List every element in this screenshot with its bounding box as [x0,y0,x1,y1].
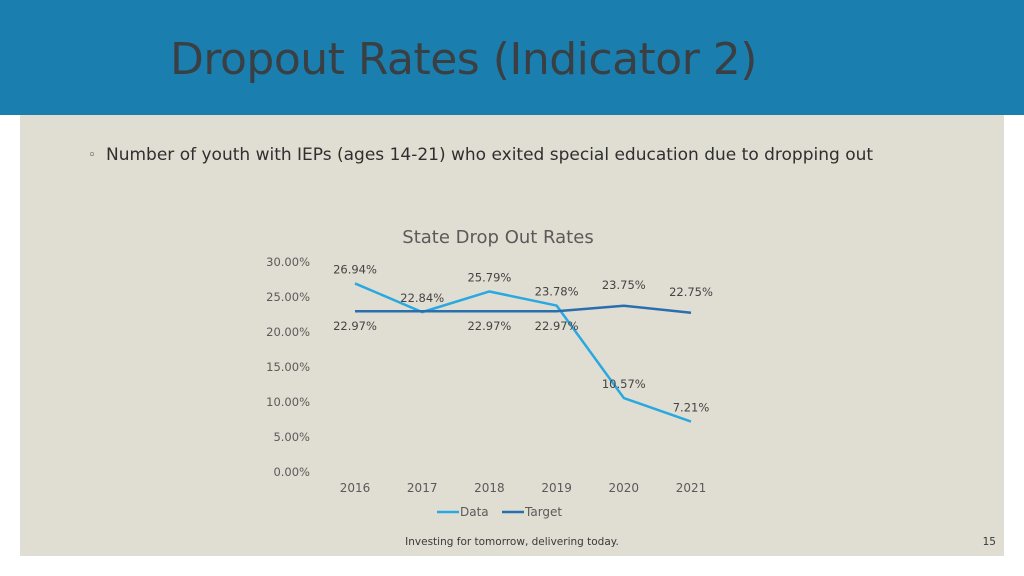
y-tick-label: 10.00% [266,395,310,409]
data-label: 10.57% [602,377,646,391]
y-tick-label: 25.00% [266,290,310,304]
target-label: 22.75% [669,285,713,299]
target-label: 22.97% [535,319,579,333]
x-tick-label: 2019 [541,481,572,495]
series-line-target [355,304,692,314]
target-label: 23.75% [602,278,646,292]
content-area [20,115,1004,556]
bullet-marker-icon: ◦ [88,148,96,163]
x-tick-label: 2016 [340,481,371,495]
chart-title: State Drop Out Rates [402,227,593,248]
footer-tagline: Investing for tomorrow, delivering today… [405,536,619,548]
y-tick-label: 5.00% [273,430,310,444]
chart-legend: Data Target [437,505,562,519]
x-tick-label: 2020 [609,481,640,495]
target-label: 22.97% [467,319,511,333]
data-label: 25.79% [467,270,511,284]
y-tick-label: 20.00% [266,325,310,339]
data-labels: 26.94% 22.84% 25.79% 23.78% 10.57% 7.21% 22.97… [333,262,713,414]
bullet-text: Number of youth with IEPs (ages 14-21) w… [106,145,874,165]
data-label: 7.21% [673,401,710,415]
slide-title: Dropout Rates (Indicator 2) [170,34,757,85]
y-tick-label: 0.00% [273,465,310,479]
data-label: 26.94% [333,262,377,276]
data-label: 22.84% [400,291,444,305]
series-line-data [354,282,692,423]
legend-label: Target [524,505,562,519]
y-tick-label: 30.00% [266,255,310,269]
legend-label: Data [460,505,489,519]
bullet-point: ◦ Number of youth with IEPs (ages 14-21)… [88,144,928,167]
x-tick-label: 2021 [676,481,707,495]
series-lines [354,282,692,423]
page-number: 15 [982,536,996,548]
x-axis: 2016 2017 2018 2019 2020 2021 [340,481,707,495]
x-tick-label: 2018 [474,481,505,495]
data-label: 23.78% [535,285,579,299]
y-tick-label: 15.00% [266,360,310,374]
title-bar [0,0,1024,115]
target-label: 22.97% [333,319,377,333]
y-axis: 30.00% 25.00% 20.00% 15.00% 10.00% 5.00% 0.00% [266,255,310,479]
x-tick-label: 2017 [407,481,438,495]
